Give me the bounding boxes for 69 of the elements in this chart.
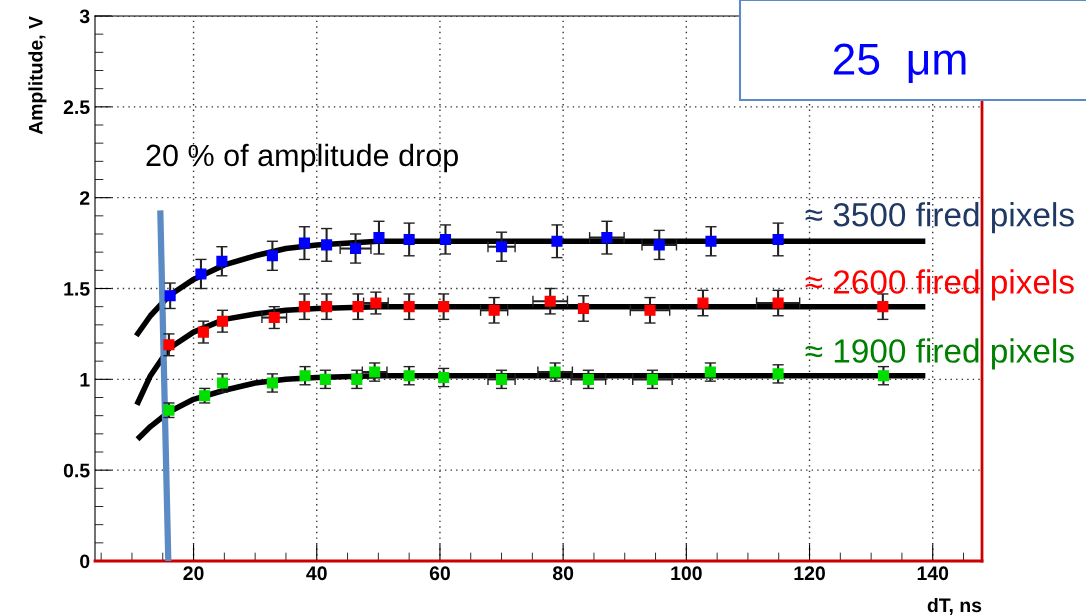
x-tick-label: 60 xyxy=(429,566,450,581)
point xyxy=(298,237,310,249)
point xyxy=(582,373,594,385)
point xyxy=(495,241,508,253)
point xyxy=(195,268,207,280)
point xyxy=(321,239,333,251)
point xyxy=(544,295,556,307)
x-tick-label: 80 xyxy=(552,566,574,581)
point xyxy=(319,373,331,385)
point xyxy=(403,301,415,313)
annotation: 20 % of amplitude drop xyxy=(146,143,458,173)
point xyxy=(601,232,613,244)
point xyxy=(352,301,364,313)
point xyxy=(403,233,415,246)
y-tick-label: 3 xyxy=(79,9,90,24)
point xyxy=(266,250,278,262)
point xyxy=(164,290,176,302)
point xyxy=(268,312,280,324)
point xyxy=(216,255,228,267)
point xyxy=(351,373,363,385)
point xyxy=(298,301,310,313)
point xyxy=(163,339,175,351)
y-tick-label: 1.5 xyxy=(64,282,90,296)
annotation: 25 μm xyxy=(833,43,966,84)
x-axis-title: dT, ns xyxy=(927,597,982,615)
point xyxy=(488,304,500,316)
series-label: ≈ 1900 fired pixels xyxy=(805,338,1074,370)
point xyxy=(369,366,381,378)
point xyxy=(299,370,311,382)
point xyxy=(705,235,717,247)
y-tick-label: 2.5 xyxy=(63,100,90,115)
point xyxy=(349,242,362,255)
point xyxy=(373,232,385,244)
point xyxy=(216,315,229,327)
x-tick-label: 40 xyxy=(306,566,327,581)
y-tick-label: 0 xyxy=(80,554,90,569)
y-tick-label: 0.5 xyxy=(63,463,90,478)
point xyxy=(438,371,450,384)
series-label: ≈ 3500 fired pixels xyxy=(805,202,1074,234)
y-tick-label: 2 xyxy=(80,191,90,205)
point xyxy=(877,370,890,382)
point xyxy=(697,297,709,309)
series-label: ≈ 2600 fired pixels xyxy=(805,269,1074,301)
point xyxy=(877,301,889,313)
point xyxy=(577,302,590,315)
point xyxy=(772,297,784,309)
x-tick-label: 140 xyxy=(917,566,949,581)
y-axis-title: Amplitude, V xyxy=(28,16,47,135)
point xyxy=(644,304,656,316)
point xyxy=(704,366,716,378)
point xyxy=(266,377,278,389)
point xyxy=(321,301,333,313)
point xyxy=(370,297,382,309)
point xyxy=(551,235,563,247)
point xyxy=(438,301,450,313)
point xyxy=(216,377,229,389)
x-tick-label: 20 xyxy=(183,566,204,581)
point xyxy=(772,233,784,246)
y-tick-label: 1 xyxy=(80,373,90,387)
point xyxy=(197,326,209,338)
point xyxy=(403,370,415,382)
point xyxy=(653,239,665,251)
x-tick-label: 100 xyxy=(671,566,702,581)
point xyxy=(646,373,659,385)
x-tick-label: 120 xyxy=(794,566,825,581)
point xyxy=(549,366,561,378)
point xyxy=(772,368,784,380)
point xyxy=(495,373,508,385)
point xyxy=(439,233,452,246)
